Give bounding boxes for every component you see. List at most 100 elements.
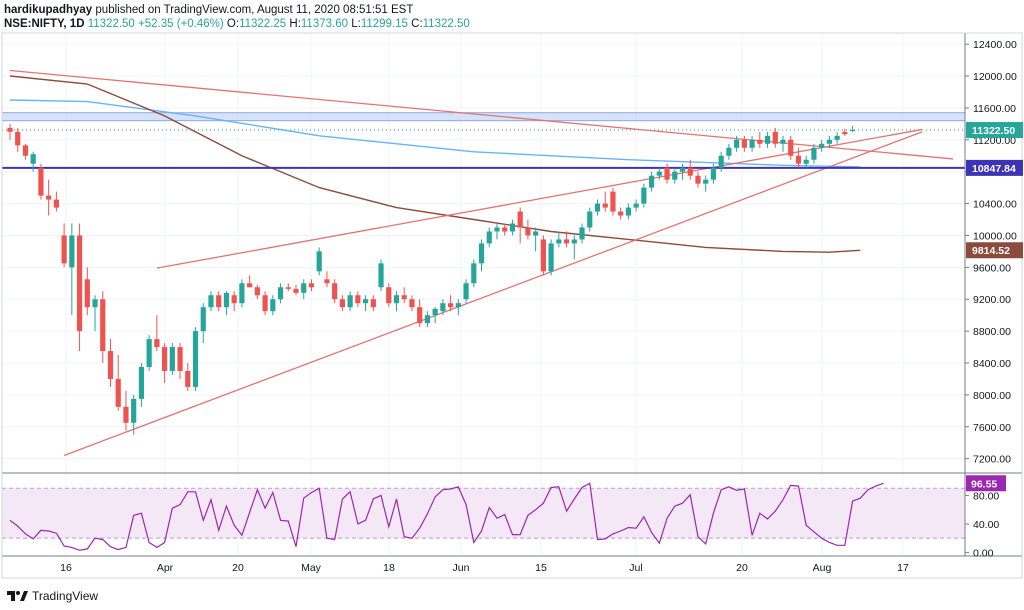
- candle: [664, 163, 670, 184]
- footer-brand[interactable]: TradingView: [6, 586, 98, 606]
- rsi-band: [2, 488, 965, 539]
- candle: [819, 139, 825, 152]
- candle: [672, 167, 678, 184]
- candle-body: [718, 155, 724, 168]
- candle: [695, 171, 701, 188]
- candle-body: [563, 239, 570, 244]
- candle: [540, 235, 546, 276]
- pane-frame: [1, 32, 1023, 579]
- candle-body: [780, 139, 786, 144]
- candle-body: [440, 303, 446, 312]
- trendline: [9, 69, 954, 160]
- candle: [741, 135, 747, 152]
- candle-body: [7, 127, 13, 132]
- candle: [370, 295, 376, 312]
- symbol-label[interactable]: NSE:NIFTY, 1D: [4, 18, 85, 30]
- time-tick-label: 17: [897, 562, 909, 574]
- candle: [386, 283, 392, 308]
- ohlc-legend: NSE:NIFTY, 1D 11322.50 +52.35 (+0.46%) O…: [4, 17, 470, 32]
- candle: [471, 259, 477, 288]
- price-axis: 7200.00 7600.00 8000.00 8400.00 8800.00 9200.…: [965, 39, 1023, 559]
- candle-body: [146, 339, 152, 367]
- candle: [347, 291, 353, 312]
- candle-body: [76, 235, 83, 332]
- rsi-tick-label: 0.00: [973, 547, 994, 559]
- candle: [76, 223, 83, 352]
- candle-body: [324, 279, 330, 284]
- candle: [231, 291, 237, 312]
- candle-body: [641, 187, 647, 204]
- candle: [749, 135, 755, 152]
- time-tick-label: 18: [383, 562, 395, 574]
- candle-body: [38, 167, 44, 196]
- candle-body: [370, 299, 376, 308]
- candle-body: [463, 283, 469, 300]
- candle: [718, 151, 724, 172]
- candle-body: [741, 139, 747, 148]
- moving-averages: [9, 75, 861, 253]
- candle-body: [386, 287, 392, 304]
- price-tick-label: 7200.00: [973, 454, 1011, 466]
- candle-body: [703, 179, 709, 184]
- candle: [61, 223, 67, 268]
- candle-body: [455, 303, 461, 308]
- candle-body: [734, 139, 740, 148]
- candle: [30, 151, 36, 172]
- candle: [417, 299, 423, 328]
- candle-body: [648, 175, 655, 188]
- candle: [53, 191, 59, 212]
- candle-body: [587, 211, 593, 228]
- candle-body: [53, 199, 59, 208]
- candle: [131, 394, 137, 435]
- candle-body: [417, 307, 423, 324]
- candle: [548, 239, 554, 276]
- candle: [610, 187, 616, 216]
- candle: [772, 127, 778, 148]
- candle: [594, 199, 601, 216]
- low-value: 11299.15: [360, 18, 408, 30]
- ma-brown-line: [9, 75, 861, 253]
- candle-body: [502, 227, 508, 232]
- candle-body: [834, 135, 840, 140]
- candle-body: [478, 243, 485, 264]
- price-tick-label: 9600.00: [973, 262, 1011, 274]
- candle-body: [308, 283, 315, 288]
- candle-body: [270, 299, 276, 312]
- candle: [277, 283, 284, 304]
- candle: [533, 227, 539, 252]
- candle: [494, 223, 500, 240]
- candle: [734, 135, 740, 152]
- candle-body: [46, 195, 52, 200]
- candle: [517, 207, 523, 244]
- candle-body: [803, 159, 809, 164]
- price-tick-label: 7600.00: [973, 422, 1011, 434]
- trendlines: [9, 69, 954, 457]
- candle: [478, 239, 485, 272]
- candle: [811, 143, 817, 164]
- candle-body: [849, 130, 856, 132]
- candle-body: [154, 339, 160, 348]
- rsi-line: [9, 482, 884, 551]
- candle-body: [223, 292, 230, 308]
- zone-rect: [1, 112, 966, 122]
- candle-body: [131, 398, 137, 423]
- last-price: 11322.50: [87, 18, 135, 30]
- candle: [455, 299, 461, 316]
- candle-body: [556, 239, 562, 244]
- candle-body: [672, 171, 678, 180]
- candle-body: [262, 295, 268, 312]
- price-tick-label: 11600.00: [973, 103, 1016, 115]
- candle: [177, 343, 183, 379]
- candle-body: [30, 154, 36, 164]
- author-name[interactable]: hardikupadhyay: [4, 4, 93, 16]
- chart-canvas[interactable]: 7200.00 7600.00 8000.00 8400.00 8800.00 9200.…: [0, 0, 1024, 586]
- candle-body: [92, 299, 98, 308]
- rsi-value-badge-text: 96.55: [971, 478, 997, 490]
- candle: [308, 279, 315, 292]
- candle-body: [138, 366, 145, 399]
- price-tick-label: 10400.00: [973, 199, 1017, 211]
- candle: [509, 219, 516, 236]
- candle: [200, 303, 206, 344]
- candle: [556, 231, 562, 248]
- candle-body: [347, 295, 353, 308]
